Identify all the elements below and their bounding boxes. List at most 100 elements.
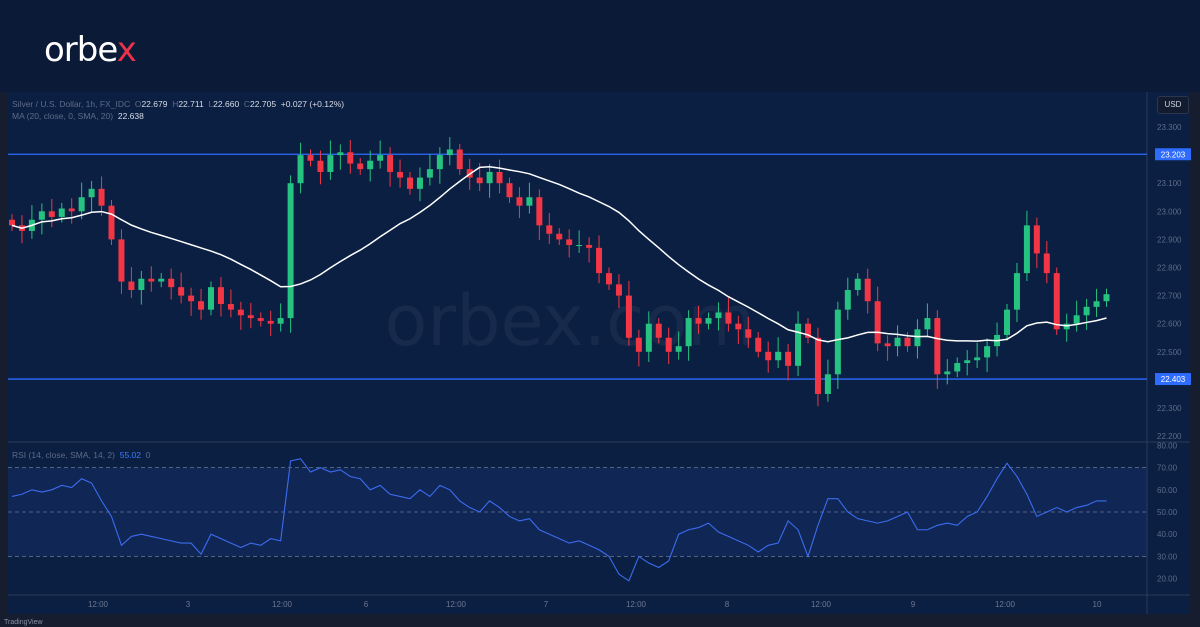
candle-body bbox=[854, 278, 861, 290]
rsi-tick: 70.00 bbox=[1157, 464, 1178, 473]
candle-body bbox=[576, 245, 583, 247]
low-value: 22.660 bbox=[213, 99, 240, 109]
ma-legend: MA (20, close, 0, SMA, 20) 22.638 bbox=[12, 111, 144, 121]
candle-body bbox=[38, 211, 45, 220]
candle-body bbox=[456, 149, 463, 170]
candle-body bbox=[158, 278, 165, 282]
candle-body bbox=[874, 301, 881, 344]
price-tick: 23.100 bbox=[1157, 179, 1182, 188]
candle-body bbox=[337, 152, 344, 156]
candle-body bbox=[606, 273, 612, 285]
orbex-logo: orbex bbox=[44, 30, 137, 70]
time-tick: 12:00 bbox=[88, 600, 109, 609]
candle-body bbox=[765, 351, 772, 361]
rsi-tick: 60.00 bbox=[1157, 486, 1178, 495]
time-tick: 6 bbox=[364, 600, 369, 609]
candle-body bbox=[58, 208, 65, 217]
header-bar bbox=[0, 0, 1200, 92]
candle-body bbox=[237, 309, 244, 316]
candle-body bbox=[1004, 309, 1010, 335]
candle-body bbox=[1073, 315, 1080, 324]
candle-body bbox=[88, 188, 95, 198]
change-value: +0.027 (+0.12%) bbox=[280, 99, 345, 109]
ma-value: 22.638 bbox=[117, 111, 144, 121]
time-tick: 12:00 bbox=[811, 600, 832, 609]
time-tick: 8 bbox=[725, 600, 730, 609]
candle-body bbox=[645, 323, 652, 352]
candle-body bbox=[307, 155, 314, 161]
candle-body bbox=[68, 208, 75, 212]
candle-body bbox=[725, 312, 732, 324]
price-tick: 23.300 bbox=[1157, 123, 1182, 132]
rsi-line bbox=[11, 458, 1107, 582]
symbol-legend: Silver / U.S. Dollar, 1h, FX_IDC O22.679… bbox=[12, 99, 345, 109]
candle-body bbox=[884, 343, 891, 347]
symbol-name: Silver / U.S. Dollar, 1h, FX_IDC bbox=[12, 99, 131, 109]
candle-body bbox=[635, 337, 642, 352]
candle-body bbox=[984, 346, 991, 358]
candle-body bbox=[805, 323, 811, 338]
candle-body bbox=[715, 312, 722, 319]
price-tick: 22.600 bbox=[1157, 320, 1182, 329]
rsi-tick: 50.00 bbox=[1157, 508, 1178, 517]
candle-body bbox=[615, 284, 622, 296]
time-tick: 9 bbox=[911, 600, 916, 609]
time-tick: 3 bbox=[186, 600, 191, 609]
candle-body bbox=[1023, 225, 1030, 274]
time-tick: 12:00 bbox=[995, 600, 1016, 609]
level-price-label: 22.403 bbox=[1161, 375, 1186, 384]
candle-body bbox=[1093, 301, 1100, 307]
candle-body bbox=[506, 183, 513, 198]
candle-body bbox=[108, 205, 115, 240]
candle-body bbox=[665, 337, 672, 352]
level-price-tag bbox=[1155, 148, 1191, 161]
candle-body bbox=[426, 169, 433, 178]
candle-body bbox=[894, 337, 901, 347]
level-price-tag bbox=[1155, 373, 1191, 386]
high-value: 22.711 bbox=[178, 99, 204, 109]
candle-body bbox=[347, 152, 354, 164]
time-tick: 7 bbox=[544, 600, 549, 609]
candle-body bbox=[327, 155, 334, 172]
candle-body bbox=[476, 177, 483, 184]
candle-body bbox=[317, 160, 324, 172]
candle-body bbox=[377, 155, 384, 161]
candle-body bbox=[277, 318, 284, 324]
candle-body bbox=[705, 318, 712, 324]
candle-body bbox=[227, 304, 234, 310]
price-axis-background bbox=[1147, 92, 1190, 614]
candle-body bbox=[188, 295, 195, 302]
time-tick: 10 bbox=[1093, 600, 1102, 609]
candle-body bbox=[546, 225, 553, 234]
candle-body bbox=[416, 177, 423, 189]
time-tick: 12:00 bbox=[626, 600, 647, 609]
rsi-value: 55.02 bbox=[119, 450, 141, 460]
candle-body bbox=[287, 183, 294, 319]
candle-body bbox=[964, 360, 971, 364]
plot-background bbox=[8, 92, 1147, 614]
candle-body bbox=[98, 188, 105, 206]
currency-button[interactable]: USD bbox=[1157, 96, 1189, 114]
candle-body bbox=[257, 318, 264, 321]
price-tick: 22.800 bbox=[1157, 264, 1182, 273]
price-tick: 22.900 bbox=[1157, 235, 1182, 244]
candle-body bbox=[566, 239, 573, 246]
candle-body bbox=[247, 315, 254, 319]
candle-body bbox=[1083, 306, 1090, 316]
candle-body bbox=[785, 351, 792, 366]
moving-average-line bbox=[11, 166, 1107, 343]
candle-body bbox=[824, 374, 831, 394]
price-tick: 23.000 bbox=[1157, 207, 1182, 216]
close-value: 22.705 bbox=[250, 99, 277, 109]
candle-body bbox=[795, 323, 802, 366]
candle-body bbox=[118, 239, 125, 282]
candle-body bbox=[904, 337, 911, 347]
rsi-tick: 40.00 bbox=[1157, 530, 1178, 539]
candle-body bbox=[685, 318, 692, 347]
candle-body bbox=[586, 245, 593, 248]
candle-body bbox=[397, 171, 404, 178]
candle-body bbox=[436, 155, 443, 170]
candle-body bbox=[974, 357, 981, 361]
candle-body bbox=[1033, 225, 1040, 254]
